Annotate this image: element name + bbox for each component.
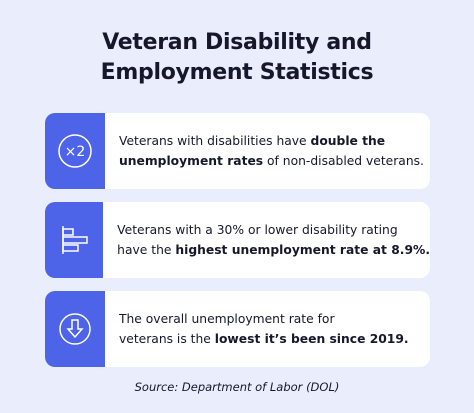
card-text: Veterans with a 30% or lower disability …: [103, 202, 430, 278]
icon: ×2: [58, 134, 92, 168]
icon-panel: [45, 291, 105, 367]
text-line: have the highest unemployment rate at 8.…: [117, 240, 430, 260]
bold-text: highest unemployment rate at 8.9%.: [175, 243, 430, 257]
text: have the: [117, 243, 176, 257]
card: ×2 Veterans with disabilities have doubl…: [45, 113, 430, 189]
icon: [62, 226, 88, 254]
card-text: Veterans with disabilities have double t…: [105, 113, 430, 189]
card-text: The overall unemployment rate for veteran…: [105, 291, 430, 367]
bold-text: lowest it’s been since 2019.: [214, 332, 409, 346]
card: Veterans with a 30% or lower disability …: [45, 202, 430, 278]
text-line: veterans is the lowest it’s been since 2…: [119, 329, 430, 349]
icon-label: ×2: [65, 144, 86, 160]
title-line: Employment Statistics: [100, 60, 374, 85]
text-line: Veterans with a 30% or lower disability …: [117, 220, 430, 240]
title: Veteran Disability and Employment Statis…: [0, 28, 474, 88]
text: Veterans with a 30% or lower disability …: [117, 223, 398, 237]
text: veterans is the: [119, 332, 215, 346]
text-line: The overall unemployment rate for: [119, 309, 430, 329]
source: Source: Department of Labor (DOL): [134, 380, 340, 394]
icon-panel: ×2: [45, 113, 105, 189]
text: The overall unemployment rate for: [119, 312, 335, 326]
card: The overall unemployment rate for veteran…: [45, 291, 430, 367]
text: of non-disabled veterans.: [263, 154, 424, 168]
text-line: Veterans with disabilities have double t…: [119, 131, 430, 151]
bold-text: double the: [310, 134, 386, 148]
icon-panel: [45, 202, 104, 278]
bold-text: unemployment rates: [119, 154, 264, 168]
icon: [59, 313, 91, 345]
text-line: unemployment rates of non-disabled veter…: [119, 151, 430, 171]
text: Veterans with disabilities have: [119, 134, 311, 148]
title-line: Veteran Disability and: [102, 30, 372, 55]
